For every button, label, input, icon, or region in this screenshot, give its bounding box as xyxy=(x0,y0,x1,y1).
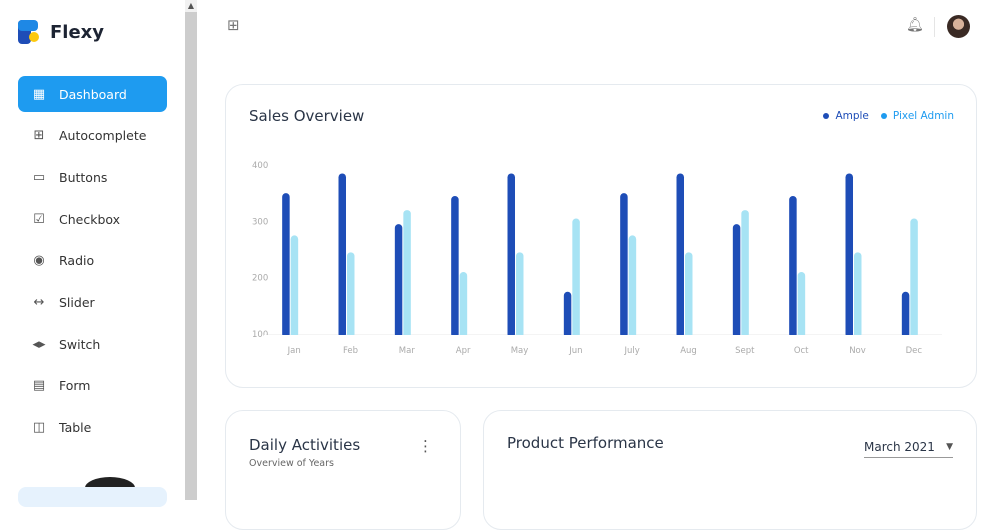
brand-name: Flexy xyxy=(50,21,105,43)
sidebar-item-slider[interactable]: ↔ Slider xyxy=(18,284,167,320)
form-icon: ▤ xyxy=(32,378,46,394)
legend-pixel-admin[interactable]: Pixel Admin xyxy=(880,110,954,122)
sidebar-item-label: Autocomplete xyxy=(59,128,147,144)
card-title: Daily Activities xyxy=(249,436,361,454)
bar-pixel-admin-may[interactable] xyxy=(516,252,524,338)
card-subtitle: Overview of Years xyxy=(249,458,334,469)
sidebar-item-dashboard[interactable]: ▦ Dashboard xyxy=(18,76,167,112)
scroll-up-icon[interactable]: ▲ xyxy=(185,0,197,12)
bar-pixel-admin-nov[interactable] xyxy=(854,252,862,338)
buttons-icon: ▭ xyxy=(32,169,46,185)
bar-ample-july[interactable] xyxy=(620,193,628,338)
sidebar-item-label: Dashboard xyxy=(59,86,127,102)
daily-activities-card: Daily Activities Overview of Years ⋮ xyxy=(225,410,461,530)
x-tick-label: Feb xyxy=(343,346,358,356)
table-icon: ◫ xyxy=(32,420,46,435)
avatar[interactable] xyxy=(947,15,970,38)
x-tick-label: Oct xyxy=(794,346,809,356)
bar-ample-mar[interactable] xyxy=(394,224,403,338)
bar-ample-feb[interactable] xyxy=(338,173,347,338)
x-tick-label: Jun xyxy=(568,346,582,356)
x-tick-label: Nov xyxy=(849,346,866,356)
bar-baseline-mask xyxy=(264,335,944,340)
bar-pixel-admin-aug[interactable] xyxy=(685,252,693,338)
bar-pixel-admin-feb[interactable] xyxy=(347,252,355,338)
x-tick-label: Apr xyxy=(456,346,471,356)
sidebar-item-checkbox[interactable]: ☑ Checkbox xyxy=(18,201,167,237)
bar-ample-sept[interactable] xyxy=(732,224,741,338)
x-tick-label: Sept xyxy=(735,346,755,356)
sidebar-item-buttons[interactable]: ▭ Buttons xyxy=(18,159,167,195)
x-tick-label: Mar xyxy=(399,346,416,356)
y-tick-label: 300 xyxy=(252,217,268,227)
sidebar-item-switch[interactable]: ◂▸ Switch xyxy=(18,326,167,362)
bar-ample-aug[interactable] xyxy=(676,173,685,338)
x-tick-label: Jan xyxy=(287,346,301,356)
sidebar-item-label: Radio xyxy=(59,253,95,269)
slider-icon: ↔ xyxy=(33,294,45,310)
bar-pixel-admin-apr[interactable] xyxy=(459,272,468,338)
bar-ample-jun[interactable] xyxy=(563,291,572,338)
switch-icon: ◂▸ xyxy=(32,336,46,352)
select-value: March 2021 xyxy=(864,439,935,454)
dropdown-arrow-icon: ▼ xyxy=(946,441,953,452)
sidebar-item-autocomplete[interactable]: ⊞ Autocomplete xyxy=(18,118,167,154)
checkbox-icon: ☑ xyxy=(33,211,45,227)
header-divider xyxy=(934,17,935,37)
sidebar-item-label: Form xyxy=(59,378,91,394)
month-select[interactable]: March 2021 ▼ xyxy=(864,436,953,458)
sidebar-item-radio[interactable]: ◉ Radio xyxy=(18,243,167,279)
bar-ample-dec[interactable] xyxy=(901,291,910,338)
promo-card xyxy=(18,487,167,507)
scrollbar[interactable] xyxy=(185,0,197,500)
sidebar-item-label: Table xyxy=(59,420,92,435)
radio-icon: ◉ xyxy=(33,253,45,269)
bell-icon[interactable]: 🔔︎ xyxy=(906,17,924,33)
y-tick-label: 100 xyxy=(252,330,268,340)
bar-pixel-admin-jun[interactable] xyxy=(572,218,580,338)
chart-legend: Ample Pixel Admin xyxy=(823,110,954,122)
bar-ample-may[interactable] xyxy=(507,173,516,338)
add-collection-icon[interactable]: ⊞ xyxy=(227,16,240,34)
sidebar-item-form[interactable]: ▤ Form xyxy=(18,368,167,404)
flexy-logo-icon xyxy=(18,20,40,44)
sidebar-item-label: Slider xyxy=(59,294,95,310)
autocomplete-icon: ⊞ xyxy=(33,128,45,144)
brand-logo[interactable]: Flexy xyxy=(18,20,104,44)
card-title: Sales Overview xyxy=(249,107,365,125)
sidebar-item-table[interactable]: ◫ Table xyxy=(18,410,167,446)
sidebar-nav: ▦ Dashboard ⊞ Autocomplete ▭ Buttons ☑ Checkbox… xyxy=(18,76,167,451)
bar-pixel-admin-sept[interactable] xyxy=(741,210,749,338)
sidebar-item-label: Checkbox xyxy=(59,211,121,227)
card-title: Product Performance xyxy=(507,434,664,452)
bar-pixel-admin-mar[interactable] xyxy=(403,210,411,338)
bar-pixel-admin-oct[interactable] xyxy=(797,272,806,338)
bar-ample-oct[interactable] xyxy=(789,195,797,338)
sidebar-item-label: Buttons xyxy=(59,169,108,185)
y-tick-label: 200 xyxy=(252,274,268,284)
dashboard-icon: ▦ xyxy=(32,86,46,102)
product-performance-card: Product Performance March 2021 ▼ xyxy=(483,410,977,530)
x-tick-label: Aug xyxy=(680,346,697,356)
y-tick-label: 400 xyxy=(252,161,268,171)
more-vert-icon[interactable]: ⋮ xyxy=(418,437,433,455)
bar-pixel-admin-july[interactable] xyxy=(628,235,637,338)
bar-ample-jan[interactable] xyxy=(282,193,290,338)
sidebar-item-label: Switch xyxy=(59,336,101,352)
bar-ample-apr[interactable] xyxy=(451,195,459,338)
x-tick-label: Dec xyxy=(906,346,923,356)
bar-ample-nov[interactable] xyxy=(845,173,854,338)
x-tick-label: July xyxy=(624,346,640,356)
legend-ample[interactable]: Ample xyxy=(823,110,869,122)
bar-pixel-admin-dec[interactable] xyxy=(910,218,918,338)
x-tick-label: May xyxy=(511,346,529,356)
sales-chart: 100 200 300 400 Jan Feb Mar Apr May Jun July Aug Sep… xyxy=(252,161,944,356)
bar-pixel-admin-jan[interactable] xyxy=(290,235,299,338)
